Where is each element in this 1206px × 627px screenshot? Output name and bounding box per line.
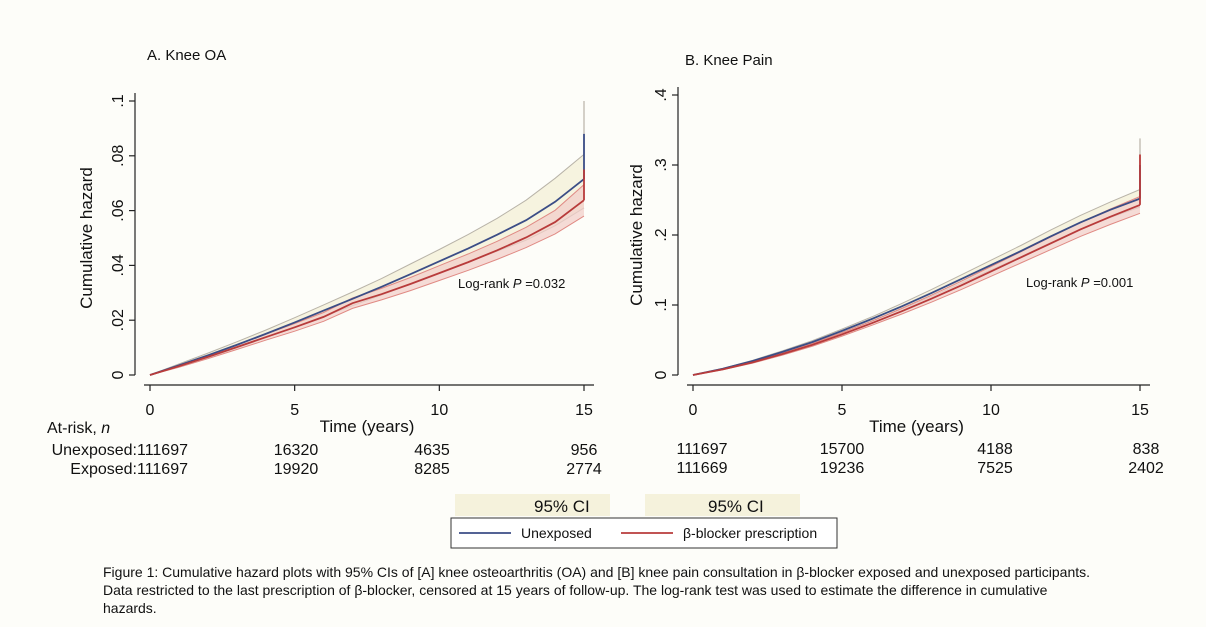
legend-ci-swatch-unexposed xyxy=(455,494,610,516)
x-tick-label: 0 xyxy=(146,402,155,419)
at-risk-cell: 15700 xyxy=(820,441,865,458)
y-tick-label: .06 xyxy=(110,199,127,221)
y-tick-label: .3 xyxy=(653,158,670,171)
at-risk-cell: 2402 xyxy=(1128,460,1164,477)
legend: 95% CI 95% CI Unexposed β-blocker prescript… xyxy=(450,494,838,549)
x-tick-label: 5 xyxy=(290,402,299,419)
series-line-exposed xyxy=(149,199,585,376)
at-risk-cell: 838 xyxy=(1133,441,1160,458)
at-risk-cell: 16320 xyxy=(274,442,319,459)
at-risk-cell: 4635 xyxy=(414,442,450,459)
ci-bound-line xyxy=(149,154,585,376)
at-risk-cell: 7525 xyxy=(977,460,1013,477)
series-line-unexposed xyxy=(692,197,1141,376)
x-tick-label: 15 xyxy=(1131,402,1149,419)
y-tick-label: .1 xyxy=(653,298,670,311)
at-risk-cell: Exposed:111697 xyxy=(70,461,188,478)
ci-bound-line xyxy=(149,215,585,376)
at-risk-cell: 111697 xyxy=(676,441,727,458)
ci-band-unexposed xyxy=(150,154,584,375)
x-tick-label: 10 xyxy=(982,402,1000,419)
y-tick-label: .2 xyxy=(653,228,670,241)
y-tick-label: .08 xyxy=(110,145,127,167)
x-tick-label: 15 xyxy=(575,402,593,419)
at-risk-cell: 4188 xyxy=(977,441,1013,458)
y-tick-label: 0 xyxy=(653,370,670,379)
at-risk-header: At-risk, n xyxy=(47,420,110,437)
x-tick-label: 10 xyxy=(430,402,448,419)
figure-caption: Figure 1: Cumulative hazard plots with 9… xyxy=(103,564,1091,616)
x-tick-label: 5 xyxy=(838,402,847,419)
log-rank-annotation: Log-rank P =0.032 xyxy=(458,276,565,291)
y-axis-title: Cumulative hazard xyxy=(627,164,646,306)
legend-label: Unexposed xyxy=(521,525,592,541)
y-tick-label: .4 xyxy=(653,88,670,101)
x-tick-label: 0 xyxy=(689,402,698,419)
log-rank-annotation: Log-rank P =0.001 xyxy=(1026,275,1133,290)
at-risk-cell: 19236 xyxy=(820,460,865,477)
at-risk-cell: 111669 xyxy=(676,460,727,477)
y-axis-title: Cumulative hazard xyxy=(77,167,96,309)
series-line-exposed xyxy=(692,204,1141,376)
x-axis-title: Time (years) xyxy=(320,417,415,436)
y-tick-label: .02 xyxy=(110,309,127,331)
y-tick-label: 0 xyxy=(110,370,127,379)
x-axis-title: Time (years) xyxy=(869,417,964,436)
y-tick-label: .1 xyxy=(110,94,127,107)
at-risk-cell: 2774 xyxy=(566,461,602,478)
panel-title: A. Knee OA xyxy=(147,47,226,64)
at-risk-cell: 956 xyxy=(571,442,598,459)
series-line-unexposed xyxy=(149,178,585,376)
at-risk-cell: 8285 xyxy=(414,461,450,478)
y-tick-label: .04 xyxy=(110,254,127,276)
at-risk-cell: Unexposed:111697 xyxy=(52,442,189,459)
at-risk-cell: 19920 xyxy=(274,461,319,478)
chart-panel-1: A. Knee OA 0 .02 .04 .06 .08 .1 0 5 10 15 Cumulativ… xyxy=(47,47,602,478)
chart-panel-2: B. Knee Pain 0 .1 .2 .3 .4 0 5 10 15 Cumulative ha… xyxy=(627,52,1164,477)
legend-ci-label: 95% CI xyxy=(708,497,764,516)
legend-label: β-blocker prescription xyxy=(683,525,817,541)
legend-ci-label: 95% CI xyxy=(534,497,590,516)
legend-ci-swatch-exposed xyxy=(645,494,800,516)
panel-title: B. Knee Pain xyxy=(685,52,773,69)
